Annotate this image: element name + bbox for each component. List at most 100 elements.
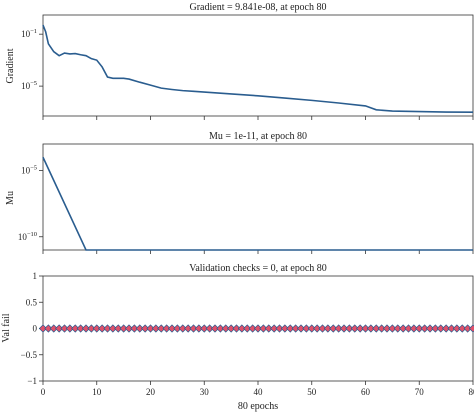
- val-fail-marker: [210, 324, 220, 333]
- mu-y-tick-label: 10−5: [21, 165, 37, 176]
- val-fail-marker: [184, 324, 193, 333]
- val-fail-marker: [141, 324, 150, 333]
- gradient-y-tick-label: 10−1: [21, 28, 37, 39]
- x-tick-label: 40: [254, 387, 264, 397]
- x-tick-label: 0: [41, 387, 46, 397]
- val-fail-marker: [194, 324, 203, 333]
- val-fail-marker: [65, 324, 74, 333]
- val-fail-marker: [468, 324, 474, 333]
- mu-series-line: [42, 156, 473, 251]
- val-fail-marker: [420, 324, 429, 333]
- val-fail-marker: [76, 324, 85, 333]
- val-fail-marker: [339, 324, 349, 333]
- val-fail-y-tick-label: 1: [33, 271, 38, 281]
- val-fail-marker: [108, 324, 117, 333]
- val-fail-marker: [227, 324, 236, 333]
- val-fail-marker: [313, 324, 322, 333]
- val-fail-marker: [329, 324, 338, 333]
- val-fail-marker: [130, 324, 139, 333]
- val-fail-marker: [253, 324, 263, 333]
- val-fail-marker: [372, 324, 381, 333]
- val-fail-marker: [350, 324, 359, 333]
- x-tick-label: 50: [307, 387, 317, 397]
- val-fail-marker: [431, 324, 440, 333]
- x-tick-label: 70: [415, 387, 425, 397]
- val-fail-marker: [264, 324, 273, 333]
- val-fail-marker: [124, 324, 134, 333]
- mu-plot-frame: [42, 143, 474, 251]
- mu-y-axis-label: Mu: [5, 191, 16, 205]
- val-fail-marker: [409, 324, 418, 333]
- val-fail-marker: [334, 324, 343, 333]
- val-fail-marker: [436, 324, 445, 333]
- val-fail-marker: [237, 324, 246, 333]
- x-tick-label: 60: [361, 387, 371, 397]
- val-fail-marker: [151, 324, 160, 333]
- x-axis-label: 80 epochs: [238, 401, 278, 412]
- val-fail-marker: [388, 324, 397, 333]
- mu-panel-title: Mu = 1e-11, at epoch 80: [209, 131, 307, 142]
- val-fail-marker: [452, 324, 461, 333]
- val-fail-marker: [55, 324, 64, 333]
- val-fail-marker: [345, 324, 354, 333]
- val-fail-marker: [458, 324, 467, 333]
- val-fail-marker: [366, 324, 375, 333]
- val-fail-marker: [356, 324, 365, 333]
- val-fail-marker: [157, 324, 166, 333]
- val-fail-marker: [200, 324, 209, 333]
- val-fail-marker: [243, 324, 252, 333]
- val-fail-marker: [296, 324, 306, 333]
- val-fail-marker: [162, 324, 171, 333]
- val-fail-marker: [377, 324, 386, 333]
- val-fail-marker: [146, 324, 155, 333]
- val-fail-marker: [87, 324, 96, 333]
- val-fail-marker: [178, 324, 187, 333]
- val-fail-marker: [318, 324, 327, 333]
- val-fail-marker: [259, 324, 268, 333]
- val-fail-y-tick-label: −1: [27, 376, 37, 386]
- val-fail-marker: [291, 324, 300, 333]
- mu-y-ticks: 10−5 10−10: [18, 165, 43, 242]
- val-fail-marker: [286, 324, 295, 333]
- val-fail-marker: [189, 324, 198, 333]
- val-fail-marker: [404, 324, 413, 333]
- val-fail-marker: [248, 324, 257, 333]
- val-fail-markers: [38, 324, 474, 333]
- val-fail-marker: [221, 324, 230, 333]
- val-fail-marker: [270, 324, 279, 333]
- val-fail-marker: [49, 324, 58, 333]
- gradient-panel-title: Gradient = 9.841e-08, at epoch 80: [190, 2, 327, 13]
- val-fail-y-axis-label: Val fail: [1, 313, 12, 342]
- val-fail-marker: [425, 324, 435, 333]
- val-fail-marker: [323, 324, 332, 333]
- x-tick-label: 10: [92, 387, 102, 397]
- val-fail-marker: [60, 324, 69, 333]
- val-fail-marker: [361, 324, 370, 333]
- val-fail-marker: [442, 324, 451, 333]
- x-tick-label: 20: [146, 387, 156, 397]
- val-fail-marker: [173, 324, 182, 333]
- val-fail-marker: [415, 324, 424, 333]
- val-fail-marker: [44, 324, 53, 333]
- val-fail-y-tick-label: 0.5: [26, 297, 38, 307]
- val-fail-marker: [114, 324, 123, 333]
- val-fail-y-tick-label: −0.5: [21, 350, 38, 360]
- gradient-x-tick-marks: [42, 116, 474, 120]
- val-fail-panel: Validation checks = 0, at epoch 80 Val f…: [1, 263, 474, 412]
- val-fail-marker: [38, 324, 48, 333]
- gradient-y-ticks: 10−1 10−5: [21, 28, 43, 91]
- gradient-panel: Gradient = 9.841e-08, at epoch 80 Gradie…: [5, 2, 474, 120]
- val-fail-marker: [232, 324, 241, 333]
- val-fail-marker: [167, 324, 177, 333]
- val-fail-marker: [71, 324, 80, 333]
- gradient-plot-frame: [42, 14, 474, 117]
- val-fail-marker: [393, 324, 402, 333]
- val-fail-marker: [463, 324, 472, 333]
- val-fail-marker: [302, 324, 311, 333]
- gradient-series-line: [42, 24, 474, 113]
- val-fail-marker: [98, 324, 107, 333]
- val-fail-marker: [307, 324, 316, 333]
- mu-panel: Mu = 1e-11, at epoch 80 Mu 10−5 10−10: [5, 131, 474, 254]
- val-fail-marker: [447, 324, 456, 333]
